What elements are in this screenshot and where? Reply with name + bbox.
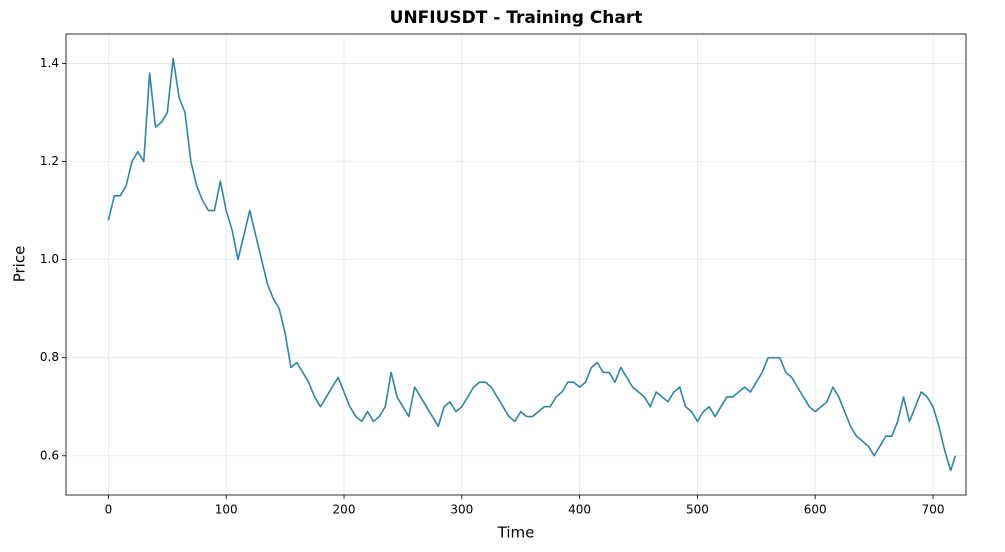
y-tick-label: 1.4 [40,56,59,70]
x-tick-label: 400 [568,503,591,517]
x-tick-label: 500 [686,503,709,517]
x-tick-label: 100 [215,503,238,517]
plot-frame [65,33,967,496]
x-tick-label: 700 [922,503,945,517]
x-tick-label: 0 [105,503,113,517]
x-tick-label: 600 [804,503,827,517]
y-tick-label: 1.2 [40,154,59,168]
price-line [107,57,957,472]
x-axis-label: Time [497,524,535,542]
y-axis-label: Price [11,246,29,283]
chart-title: UNFIUSDT - Training Chart [390,8,643,28]
x-tick-label: 200 [333,503,356,517]
y-tick-label: 1.0 [40,252,59,266]
y-tick-label: 0.8 [40,350,59,364]
y-tick-label: 0.6 [40,448,59,462]
x-tick-label: 300 [450,503,473,517]
